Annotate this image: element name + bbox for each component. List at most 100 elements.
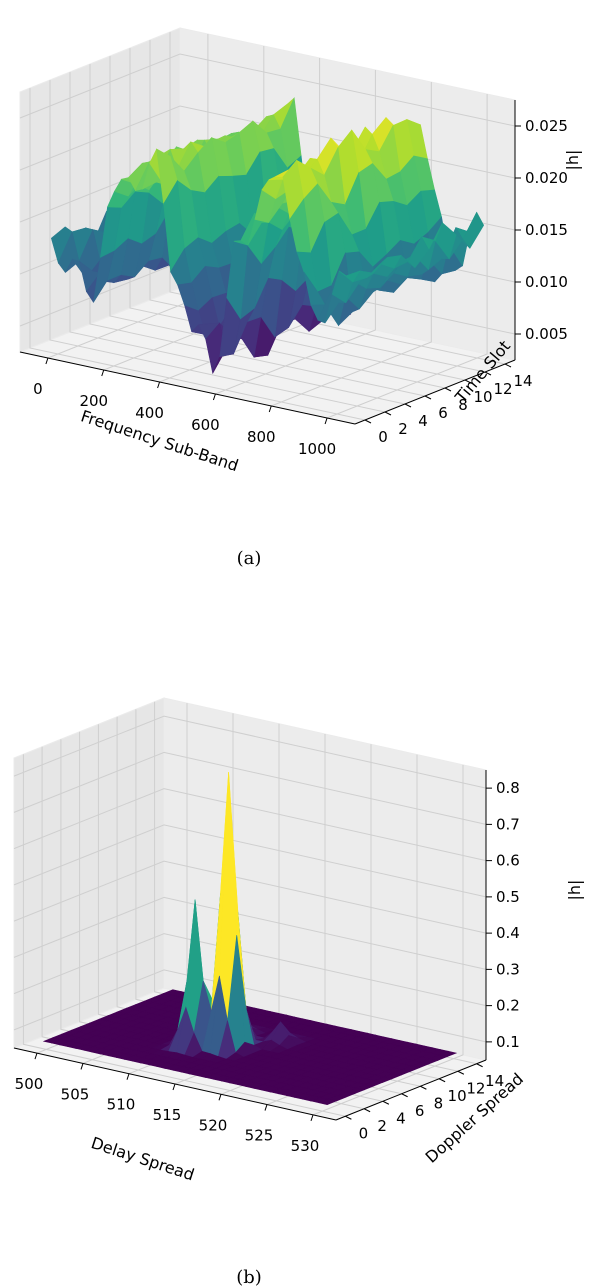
chart-a-x-tick-label: 200	[79, 392, 108, 410]
chart-a-x-tick-mark	[45, 357, 49, 365]
chart-a-z-gridline	[19, 53, 516, 127]
chart-a-y-tick-label: 14	[513, 372, 532, 390]
chart-a-y-gridline	[29, 88, 366, 421]
chart-b-x-tick-label: 530	[291, 1137, 320, 1155]
chart-b-y-tick-label: 2	[377, 1117, 387, 1135]
chart-b-z-gridline	[13, 824, 487, 898]
chart-a-x-tick-labels: 0 200 400 600 800 1000	[33, 357, 336, 458]
chart-a-x-tick-label: 0	[33, 380, 43, 398]
chart-b-x-tick-label: 505	[61, 1085, 90, 1103]
chart-b-surface	[42, 772, 458, 1106]
chart-b-x-axis-label: Delay Spread	[89, 1133, 197, 1184]
chart-b-z-gridline	[13, 933, 487, 1007]
chart-a-y-tick-labels: 0 2 4 6 8 10 12 14	[364, 363, 533, 446]
chart-b-z-axis-label: |h|	[565, 880, 584, 901]
chart-a-y-tick-label: 6	[438, 404, 448, 422]
chart-b-z-gridline	[13, 751, 487, 825]
chart-b-x-tick-label: 525	[245, 1127, 274, 1145]
chart-b-y-tick-label: 12	[466, 1079, 485, 1097]
chart-a-x-gridline	[326, 94, 488, 419]
chart-a-y-tick-mark	[364, 419, 372, 424]
chart-a-y-tick-mark	[384, 411, 392, 416]
chart-b-y-tick-label: 6	[415, 1102, 425, 1120]
chart-b-y-tick-mark	[401, 1093, 408, 1098]
chart-b-y-tick-label: 8	[434, 1094, 444, 1112]
chart-b-x-tick-label: 510	[107, 1096, 136, 1114]
chart-b-y-tick-mark	[457, 1070, 465, 1075]
chart-a-x-tick-mark	[101, 369, 105, 377]
chart-b-x-tick-mark	[80, 1063, 84, 1070]
chart-a-z-tick-label: 0.025	[525, 117, 568, 135]
chart-a-y-tick-label: 0	[378, 428, 388, 446]
chart-b-z-gridline	[13, 788, 487, 862]
chart-a-y-tick-label: 4	[418, 412, 428, 430]
chart-b-z-tick-label: 0.6	[496, 852, 520, 870]
chart-b-z-tick-label: 0.1	[496, 1033, 520, 1051]
chart-a-y-gridline	[129, 48, 466, 381]
chart-b-x-tick-mark	[172, 1083, 176, 1091]
chart-a-z-tick-label: 0.010	[525, 273, 568, 291]
chart-b-y-tick-labels: 0 2 4 6 8 10 12 14	[345, 1063, 504, 1142]
chart-a-y-tick-label: 12	[493, 380, 512, 398]
chart-a-y-gridline	[149, 40, 486, 373]
chart-a-x-tick-label: 600	[191, 416, 220, 434]
chart-b-y-tick-mark	[382, 1100, 390, 1105]
chart-b-z-tick-labels: 0.1 0.2 0.3 0.4 0.5 0.6 0.7 0.8	[486, 779, 520, 1051]
chart-a-z-tick-label: 0.020	[525, 169, 568, 187]
chart-b-y-tick-mark	[438, 1078, 446, 1083]
chart-b-y-axis-line	[335, 1059, 487, 1121]
chart-b-x-tick-label: 515	[153, 1106, 182, 1124]
chart-b: 500 505 510 515 520 525 530 0 2 4 6 8 10 12 14 0.1 0.2…	[12, 697, 584, 1286]
chart-b-x-tick-label: 500	[15, 1075, 44, 1093]
chart-a-y-tick-label: 8	[458, 396, 468, 414]
chart-a-y-tick-mark	[504, 363, 512, 368]
chart-a-z-tick-label: 0.005	[525, 325, 568, 343]
chart-b-x-tick-mark	[126, 1073, 130, 1080]
chart-b-z-tick-label: 0.5	[496, 888, 520, 906]
chart-a-y-gridline	[89, 64, 426, 397]
chart-b-y-gridline	[22, 754, 346, 1117]
chart-a-y-tick-label: 2	[398, 420, 408, 438]
chart-b-caption: (b)	[236, 1267, 262, 1286]
chart-a-x-tick-label: 1000	[298, 440, 336, 458]
chart-a-x-gridline	[271, 82, 432, 407]
chart-b-y-tick-label: 0	[359, 1124, 369, 1142]
chart-a-y-tick-mark	[484, 371, 492, 376]
chart-b-y-tick-mark	[345, 1115, 352, 1120]
chart-b-y-tick-label: 14	[485, 1072, 504, 1090]
chart-b-y-tick-mark	[363, 1108, 371, 1113]
chart-a-y-gridline	[49, 80, 386, 413]
chart-b-z-gridline	[13, 715, 487, 789]
chart-b-z-gridline	[13, 969, 487, 1043]
chart-a-caption: (a)	[237, 548, 262, 569]
chart-b-y-tick-label: 10	[448, 1087, 467, 1105]
chart-a-x-tick-mark	[324, 417, 328, 425]
chart-b-x-tick-labels: 500 505 510 515 520 525 530	[15, 1052, 320, 1155]
chart-a-x-tick-mark	[268, 405, 272, 413]
chart-a-y-tick-mark	[444, 387, 452, 392]
chart-a-surface-patch	[338, 270, 361, 283]
chart-b-surface-patch	[318, 1098, 338, 1106]
chart-a-x-tick-label: 400	[135, 404, 164, 422]
chart-a-surface	[50, 96, 485, 375]
chart-b-z-gridline	[13, 860, 487, 934]
chart-a-y-gridline	[169, 32, 506, 365]
chart-b-z-tick-label: 0.7	[496, 815, 520, 833]
chart-a-y-axis-line	[354, 359, 516, 425]
chart-b-side-pane	[13, 697, 165, 1049]
chart-b-x-tick-mark	[310, 1114, 314, 1122]
chart-b-y-tick-label: 4	[396, 1109, 406, 1127]
chart-b-x-tick-mark	[34, 1052, 38, 1060]
chart-b-x-tick-label: 520	[199, 1116, 228, 1134]
chart-a-x-tick-mark	[212, 393, 216, 401]
chart-a-z-tick-labels: 0.005 0.010 0.015 0.020 0.025	[515, 117, 568, 343]
chart-a-x-axis-line	[19, 351, 356, 425]
chart-b-z-tick-label: 0.2	[496, 997, 520, 1015]
chart-b-y-tick-mark	[476, 1063, 483, 1068]
chart-b-z-tick-label: 0.3	[496, 960, 520, 978]
chart-b-y-tick-mark	[420, 1085, 427, 1090]
chart-b-x-tick-mark	[218, 1094, 222, 1101]
chart-a-y-tick-label: 10	[473, 388, 492, 406]
